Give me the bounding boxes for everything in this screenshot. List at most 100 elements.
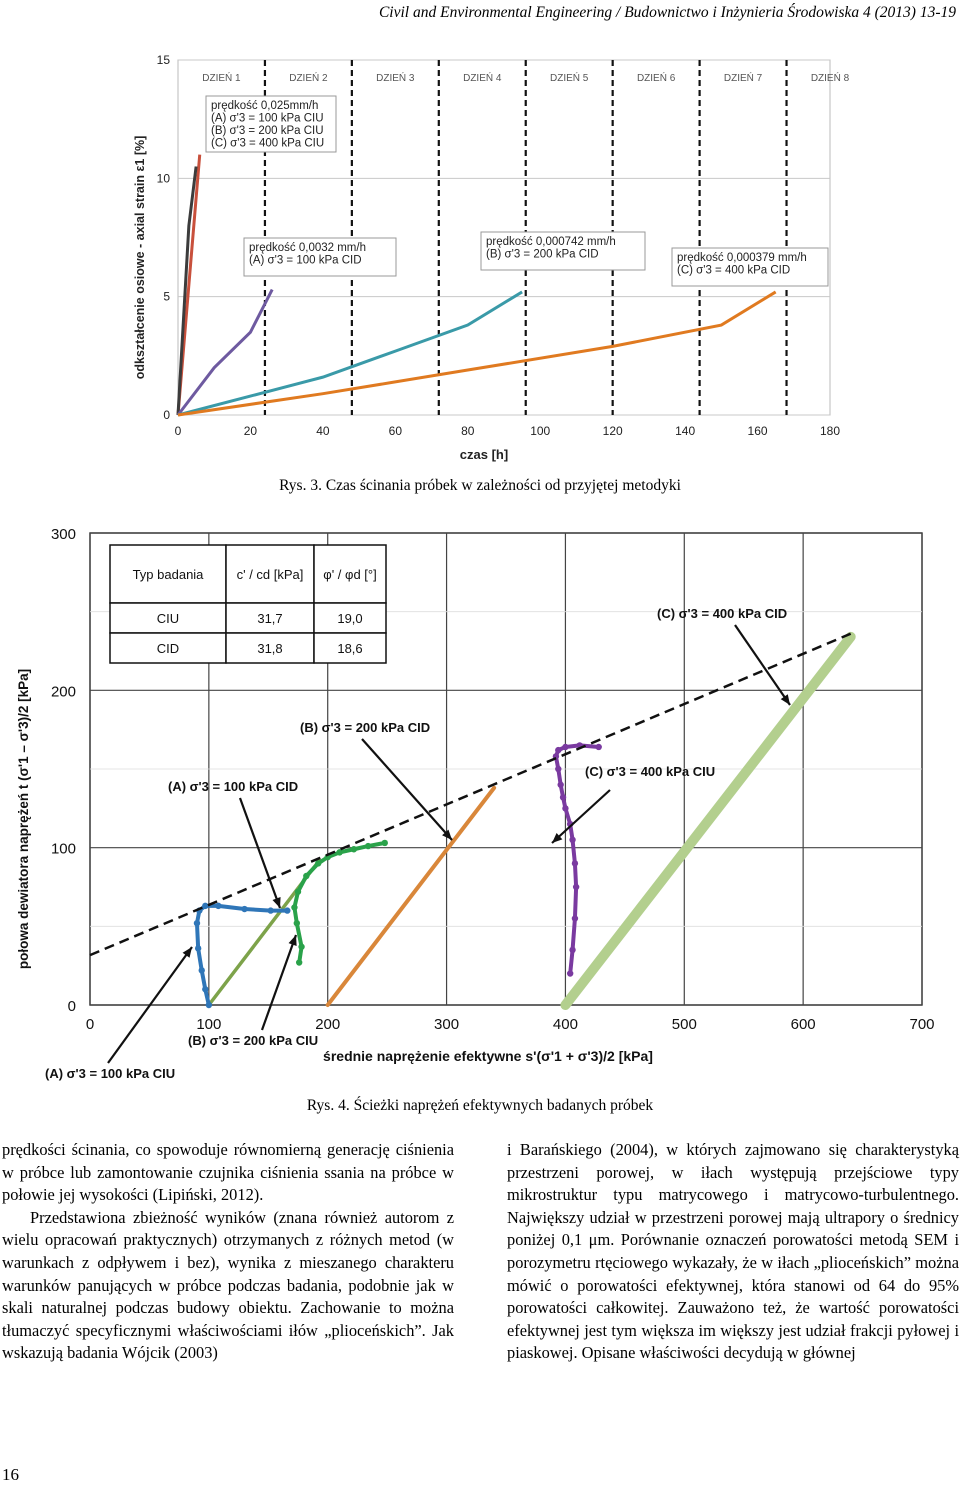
figure-4-chart: 0 100 200 300 0 100 200 300 400 500 600 700 Typ bada… xyxy=(16,526,935,1081)
annotation-text: prędkość 0,0032 mm/h xyxy=(249,242,366,254)
x-tick-label: 500 xyxy=(672,1016,697,1033)
day-label: DZIEŃ 4 xyxy=(463,71,502,84)
x-tick-label: 100 xyxy=(196,1016,221,1033)
arrow-head xyxy=(442,829,452,840)
stress-path-segment xyxy=(572,885,579,921)
stress-path-segment xyxy=(297,944,304,965)
stress-path-segment xyxy=(292,889,300,910)
path-label: (A) σ'3 = 100 kPa CIU xyxy=(45,1066,175,1081)
annotation-text: prędkość 0,000742 mm/h xyxy=(486,236,616,248)
x-tick-label: 60 xyxy=(389,424,403,438)
x-tick-label: 80 xyxy=(461,424,475,438)
stress-path-segment xyxy=(242,907,273,913)
table-cell-text: 18,6 xyxy=(337,641,362,656)
table-cell xyxy=(313,544,387,604)
data-series-line xyxy=(177,290,523,417)
table-cell-text: CID xyxy=(157,641,179,656)
x-tick-label: 0 xyxy=(175,424,182,438)
day-label: DZIEŃ 1 xyxy=(202,71,241,84)
stress-path-segment xyxy=(563,743,582,749)
x-tick-label: 0 xyxy=(86,1016,94,1033)
stress-path-segment xyxy=(194,908,202,926)
annotation-arrow xyxy=(260,934,298,1031)
y-tick-label: 200 xyxy=(51,683,76,700)
y-axis-label: połowa dewiatora naprężeń t (σ'1 – σ'3)/… xyxy=(16,669,31,969)
path-label: (A) σ'3 = 100 kPa CID xyxy=(168,779,298,794)
x-tick-label: 20 xyxy=(244,424,258,438)
x-tick-label: 180 xyxy=(820,424,840,438)
annotation-text: (B) σ'3 = 200 kPa CIU xyxy=(211,125,324,137)
annotation-text: (B) σ'3 = 200 kPa CID xyxy=(486,249,599,261)
x-tick-label: 700 xyxy=(909,1016,934,1033)
y-tick-label: 10 xyxy=(157,171,171,185)
x-tick-label: 200 xyxy=(315,1016,340,1033)
x-tick-label: 100 xyxy=(530,424,550,438)
x-tick-label: 600 xyxy=(791,1016,816,1033)
annotation-box xyxy=(205,95,337,153)
annotation-text: (C) σ'3 = 400 kPa CID xyxy=(677,265,790,277)
y-tick-label: 0 xyxy=(68,998,76,1015)
y-tick-label: 5 xyxy=(163,290,170,304)
stress-path-segment xyxy=(203,987,211,1007)
path-label: (B) σ'3 = 200 kPa CID xyxy=(300,720,430,735)
figure-3-chart: 0 5 10 15 0 20 40 60 80 100 120 140 160 180 DZIEŃ 1 DZI… xyxy=(133,53,850,462)
stress-path-segment xyxy=(570,837,577,866)
annotation-text: (C) σ'3 = 400 kPa CIU xyxy=(211,138,324,150)
table-header-text: c' / cd [kPa] xyxy=(237,567,304,582)
path-label: (C) σ'3 = 400 kPa CIU xyxy=(585,764,715,779)
data-series-line xyxy=(176,288,274,416)
y-tick-label: 15 xyxy=(157,53,171,67)
stress-path-segment xyxy=(572,861,579,889)
x-axis-label: czas [h] xyxy=(460,447,508,462)
x-tick-label: 40 xyxy=(316,424,330,438)
arrow-head xyxy=(272,897,281,908)
stress-path-segment xyxy=(304,861,321,878)
path-label: (C) σ'3 = 400 kPa CID xyxy=(657,606,787,621)
day-label: DZIEŃ 7 xyxy=(724,71,763,84)
annotation-box xyxy=(243,237,397,277)
stress-path-line xyxy=(560,631,856,1010)
stress-path-segment xyxy=(199,968,208,992)
annotation-text: prędkość 0,000379 mm/h xyxy=(677,252,807,264)
stress-path-segment xyxy=(216,903,247,912)
stress-path-segment xyxy=(337,847,356,855)
data-series-line xyxy=(176,166,198,416)
stress-path-segment xyxy=(558,782,566,800)
table-cell xyxy=(313,602,387,634)
paragraph: prędkości ścinania, co spowoduje równomi… xyxy=(2,1140,454,1205)
table-header-text: φ' / φd [°] xyxy=(323,567,376,582)
stress-path-segment xyxy=(563,806,573,827)
x-tick-label: 160 xyxy=(748,424,768,438)
annotation-arrow xyxy=(361,738,453,841)
stress-path-segment xyxy=(556,767,563,787)
page-number: 16 xyxy=(2,1465,19,1484)
y-tick-label: 0 xyxy=(163,408,170,422)
y-tick-label: 100 xyxy=(51,841,76,858)
stress-path-segment xyxy=(194,921,201,951)
paragraph: i Barańskiego (2004), w których zajmowan… xyxy=(507,1140,959,1363)
x-tick-label: 120 xyxy=(603,424,623,438)
stress-path-segment xyxy=(570,916,577,952)
table-cell xyxy=(313,632,387,664)
table-cell-text: 19,0 xyxy=(337,611,362,626)
stress-path-segment xyxy=(325,850,342,860)
paragraph: Przedstawiona zbieżność wyników (znana r… xyxy=(2,1207,454,1363)
table-cell xyxy=(225,632,315,664)
x-tick-label: 300 xyxy=(434,1016,459,1033)
figure-4-caption: Rys. 4. Ścieżki naprężeń efektywnych bad… xyxy=(306,1097,654,1114)
day-label: DZIEŃ 8 xyxy=(811,71,850,84)
table-cell-text: 31,8 xyxy=(257,641,282,656)
text-column-left: prędkości ścinania, co spowoduje równomi… xyxy=(2,1139,454,1365)
path-label: (B) σ'3 = 200 kPa CIU xyxy=(188,1033,318,1048)
table-cell-text: 31,7 xyxy=(257,611,282,626)
x-tick-label: 140 xyxy=(675,424,695,438)
stress-path-segment xyxy=(351,844,371,852)
running-header: Civil and Environmental Engineering / Bu… xyxy=(378,4,956,21)
arrow-head xyxy=(288,935,297,946)
stress-path-segment xyxy=(294,921,304,949)
stress-path-segment xyxy=(366,840,387,849)
day-label: DZIEŃ 2 xyxy=(289,71,328,84)
data-series-line xyxy=(177,290,777,417)
stress-path-segment xyxy=(553,754,561,771)
table-header-text: Typ badania xyxy=(133,567,205,582)
